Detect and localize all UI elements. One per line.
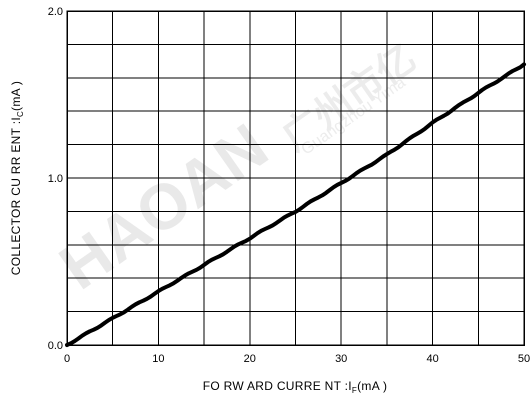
watermark-brand: HAOAN	[47, 110, 281, 304]
x-tick-labels: 0 10 20 30 40 50	[64, 353, 530, 365]
x-tick-label: 50	[518, 353, 530, 365]
x-tick-label: 20	[244, 353, 256, 365]
grid	[67, 11, 524, 345]
y-tick-labels: 0.0 1.0 2.0	[48, 6, 63, 352]
y-tick-label: 2.0	[48, 6, 63, 18]
x-tick-label: 30	[335, 353, 347, 365]
series	[65, 62, 526, 347]
y-tick-label: 0.0	[48, 340, 63, 352]
x-axis-label: FO RW ARD CURRE NT :IF(mA )	[203, 379, 388, 395]
y-axis-label: COLLECTOR CU RR ENT :IC(mA )	[9, 81, 25, 275]
plot-frame	[66, 10, 525, 346]
series-line	[65, 62, 526, 347]
watermark-cn: 广州市亿	[275, 38, 424, 160]
x-tick-label: 40	[426, 353, 438, 365]
y-tick-label: 1.0	[48, 173, 63, 185]
x-tick-label: 0	[64, 353, 70, 365]
x-tick-label: 10	[152, 353, 164, 365]
plot-border	[66, 10, 525, 346]
